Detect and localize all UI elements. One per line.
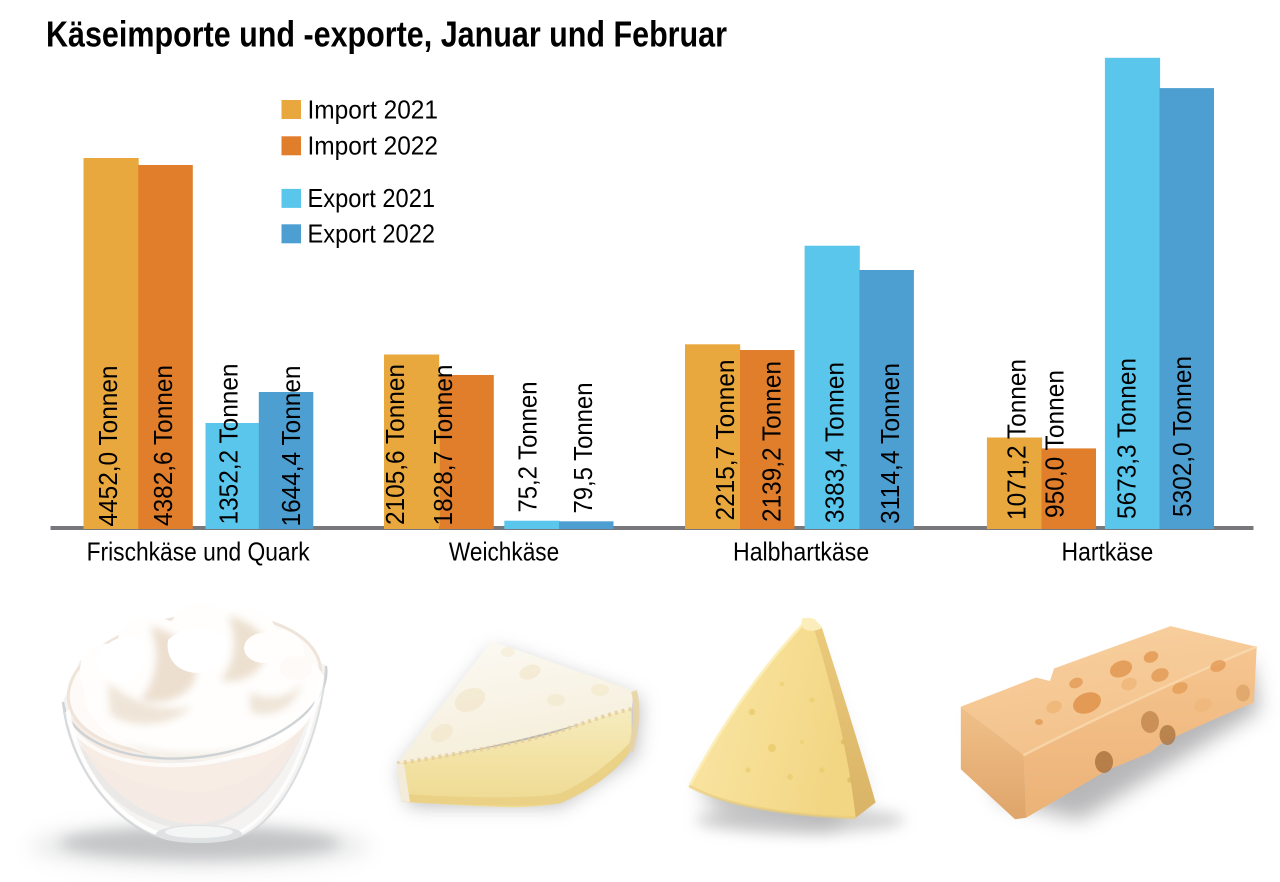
- svg-text:1644,4 Tonnen: 1644,4 Tonnen: [276, 366, 306, 527]
- svg-text:3383,4 Tonnen: 3383,4 Tonnen: [820, 362, 850, 523]
- svg-text:2215,7 Tonnen: 2215,7 Tonnen: [710, 360, 740, 521]
- svg-text:1828,7 Tonnen: 1828,7 Tonnen: [428, 365, 458, 526]
- svg-text:5302,0 Tonnen: 5302,0 Tonnen: [1167, 356, 1197, 517]
- svg-text:Import 2022: Import 2022: [308, 131, 439, 161]
- svg-text:Export 2021: Export 2021: [308, 183, 436, 213]
- svg-text:Export 2022: Export 2022: [308, 219, 436, 249]
- svg-text:4382,6 Tonnen: 4382,6 Tonnen: [148, 365, 178, 526]
- svg-text:79,5 Tonnen: 79,5 Tonnen: [568, 383, 598, 514]
- svg-text:Hartkäse: Hartkäse: [1062, 537, 1154, 567]
- svg-text:Halbhartkäse: Halbhartkäse: [733, 537, 869, 567]
- svg-text:4452,0 Tonnen: 4452,0 Tonnen: [93, 366, 123, 527]
- svg-text:Import 2021: Import 2021: [308, 95, 439, 125]
- svg-text:75,2 Tonnen: 75,2 Tonnen: [513, 382, 543, 513]
- svg-text:5673,3 Tonnen: 5673,3 Tonnen: [1111, 358, 1141, 519]
- svg-text:950,0 Tonnen: 950,0 Tonnen: [1039, 370, 1069, 518]
- svg-text:Weichkäse: Weichkäse: [449, 537, 559, 567]
- svg-text:Frischkäse und Quark: Frischkäse und Quark: [87, 537, 311, 567]
- svg-text:2139,2 Tonnen: 2139,2 Tonnen: [757, 361, 787, 522]
- svg-text:3114,4 Tonnen: 3114,4 Tonnen: [875, 363, 905, 524]
- svg-text:Käseimporte und -exporte, Janu: Käseimporte und -exporte, Januar und Feb…: [46, 14, 727, 55]
- svg-text:2105,6 Tonnen: 2105,6 Tonnen: [380, 364, 410, 525]
- svg-text:1071,2 Tonnen: 1071,2 Tonnen: [1001, 359, 1031, 520]
- svg-text:1352,2 Tonnen: 1352,2 Tonnen: [214, 364, 244, 525]
